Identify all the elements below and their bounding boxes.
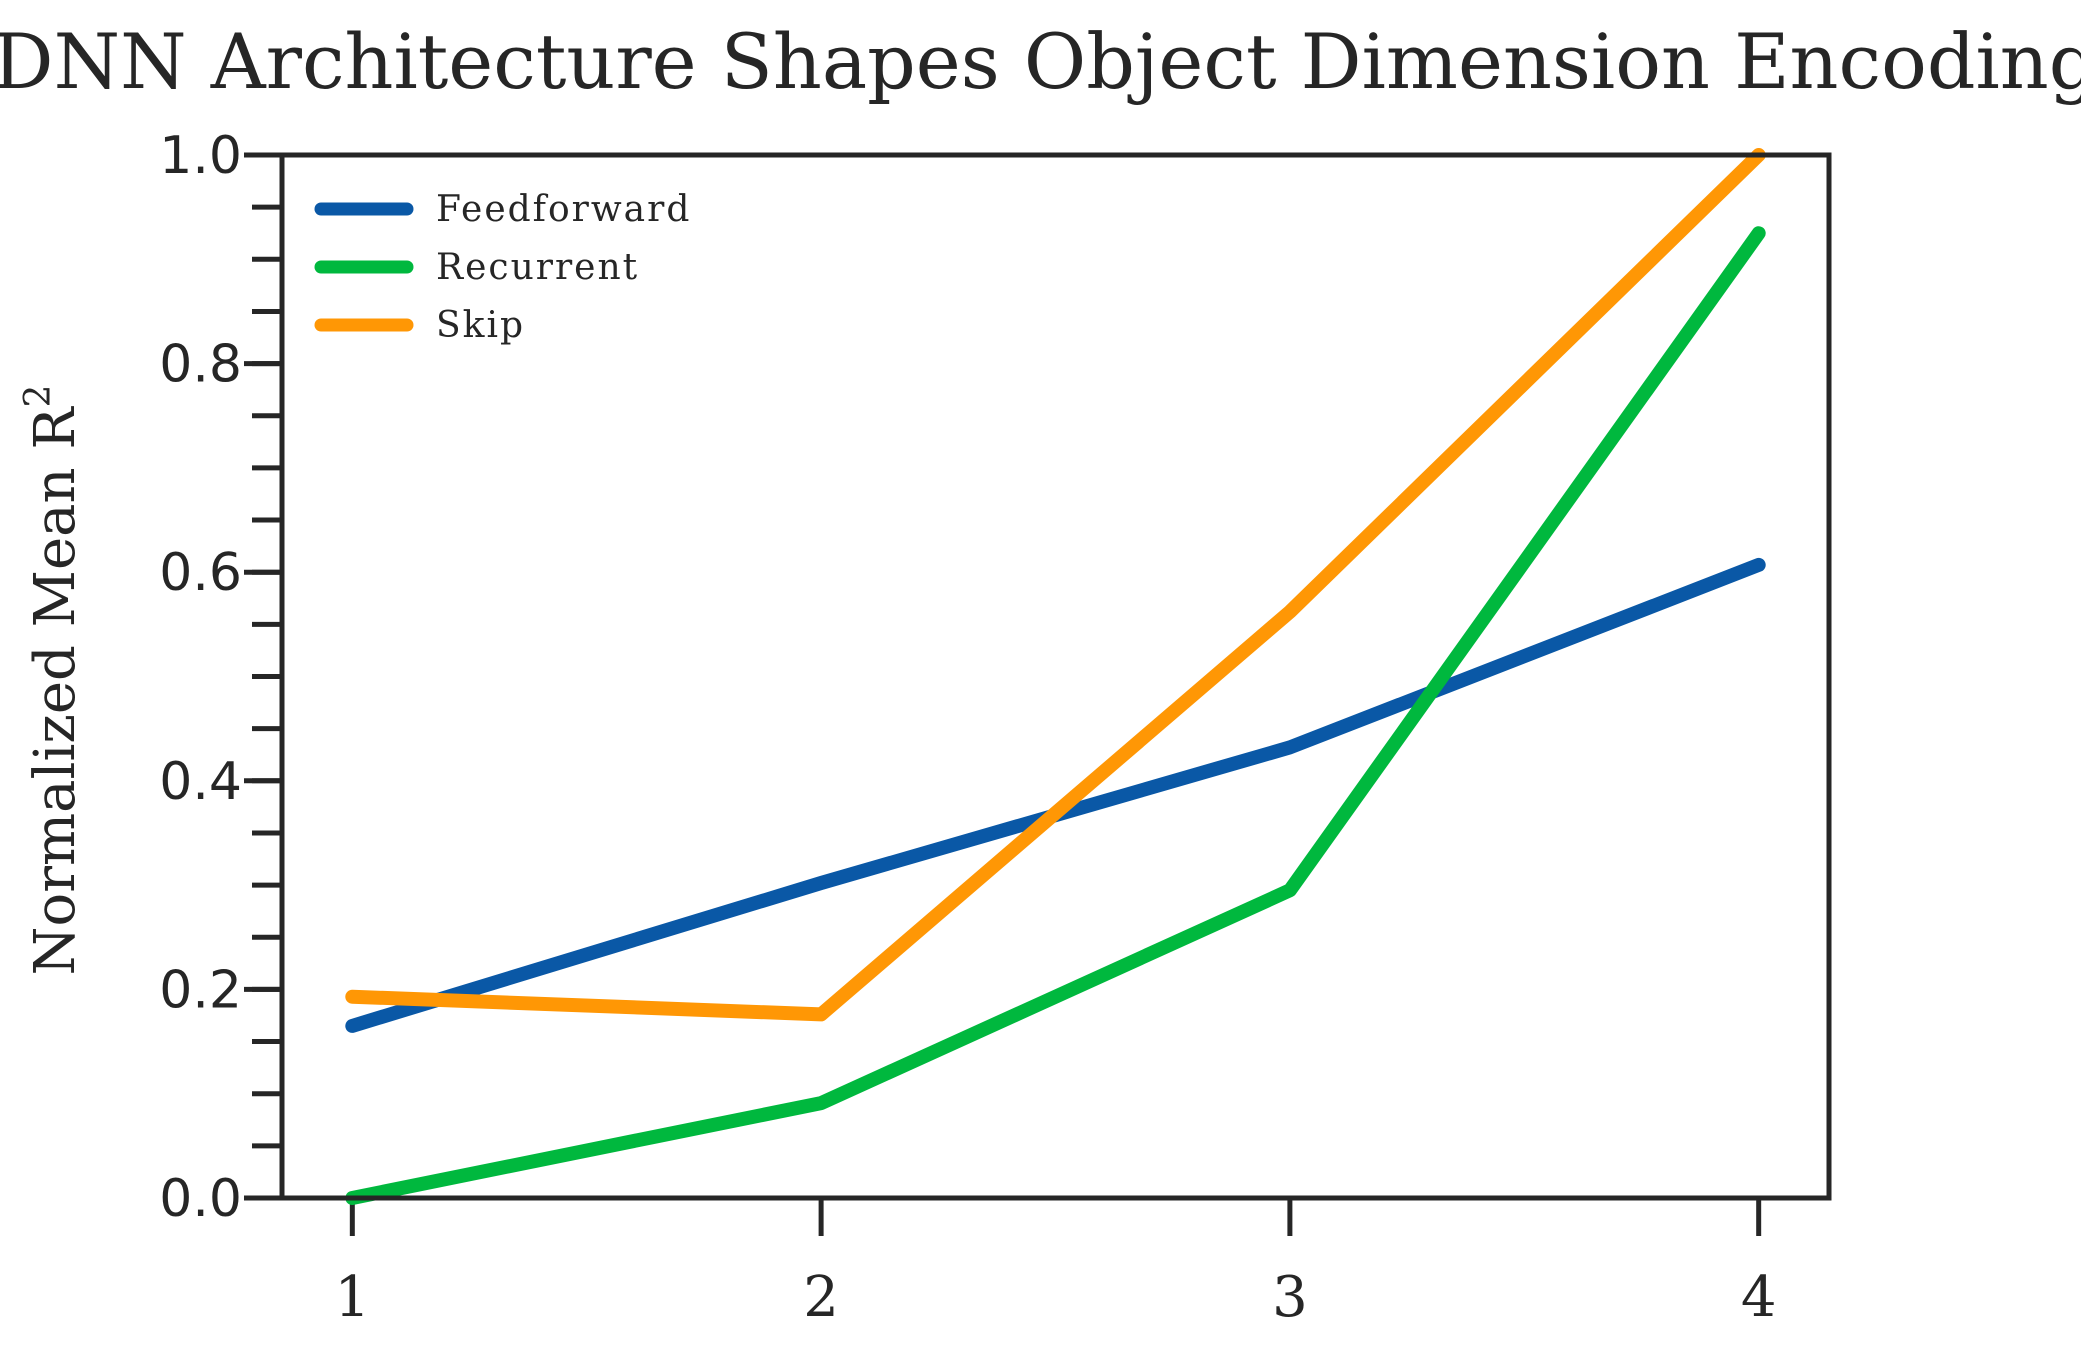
axis-ticks: 0.0 0.2 0.4 0.6 0.8 1.0 1 2 3 4 (159, 126, 1776, 1330)
series-line-skip (345, 148, 1766, 1022)
y-tick-label: 0.2 (159, 960, 242, 1020)
y-tick-label: 1.0 (159, 126, 242, 186)
legend: Feedforward Recurrent Skip (314, 189, 691, 346)
y-tick-label: 0.6 (159, 543, 242, 603)
series-line-feedforward (345, 557, 1766, 1033)
legend-label-skip: Skip (436, 305, 525, 346)
y-axis-label-superscript: 2 (18, 385, 59, 408)
legend-label-feedforward: Feedforward (436, 189, 691, 230)
x-tick-label: 2 (803, 1265, 839, 1330)
x-tick-label: 1 (334, 1265, 370, 1330)
x-tick-label: 4 (1741, 1265, 1777, 1330)
axes-frame (279, 152, 1832, 1201)
y-tick-label: 0.4 (159, 752, 242, 812)
x-tick-label: 3 (1272, 1265, 1308, 1330)
y-tick-label: 0.0 (159, 1169, 242, 1229)
series-line-recurrent (345, 226, 1766, 1205)
y-tick-label: 0.8 (159, 335, 242, 395)
legend-label-recurrent: Recurrent (436, 247, 639, 288)
y-axis-label: Normalized Mean R2 (18, 385, 88, 976)
series-group (345, 148, 1766, 1205)
chart-title: DNN Architecture Shapes Object Dimension… (0, 17, 2081, 106)
y-axis-label-text: Normalized Mean R (23, 406, 88, 976)
